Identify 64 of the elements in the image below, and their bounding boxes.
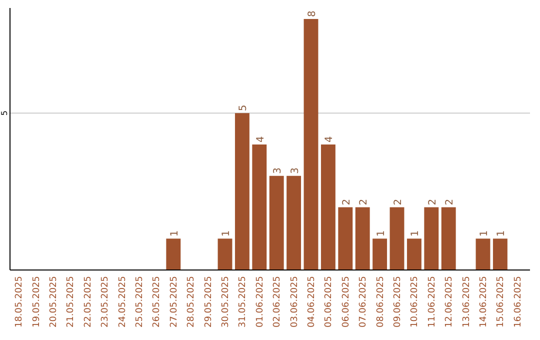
x-tick-label: 26.05.2025 (152, 276, 162, 328)
x-tick-label: 25.05.2025 (135, 276, 145, 328)
data-label: 2 (393, 198, 404, 206)
bar (476, 238, 490, 270)
x-tick-label: 10.06.2025 (410, 276, 420, 328)
bar (304, 18, 318, 270)
bar (338, 207, 353, 270)
x-tick-label: 20.05.2025 (49, 276, 59, 328)
x-tick-label: 23.05.2025 (100, 276, 111, 328)
x-tick-label: 19.05.2025 (32, 276, 42, 328)
x-tick-label: 05.06.2025 (324, 276, 334, 328)
x-tick-label: 11.06.2025 (427, 276, 438, 328)
x-tick-label: 01.06.2025 (255, 276, 266, 328)
data-label: 2 (358, 198, 370, 206)
x-tick-label: 18.05.2025 (14, 276, 25, 328)
x-tick-label: 22.05.2025 (83, 276, 94, 328)
bar (166, 238, 181, 270)
data-label: 5 (238, 104, 250, 112)
data-label: 2 (427, 198, 438, 206)
data-label: 3 (272, 167, 284, 174)
x-tick-label: 13.06.2025 (462, 276, 472, 328)
data-label: 1 (479, 230, 490, 237)
data-label: 2 (444, 198, 456, 206)
x-tick-label: 27.05.2025 (169, 276, 180, 328)
x-tick-label: 29.05.2025 (204, 276, 214, 328)
bar (424, 207, 439, 270)
data-label: 1 (221, 230, 232, 237)
x-tick-label: 07.06.2025 (358, 276, 369, 328)
x-tick-label: 03.06.2025 (290, 276, 300, 328)
bar (252, 144, 267, 270)
x-tick-label: 09.06.2025 (393, 276, 403, 328)
bar (269, 176, 284, 270)
x-tick-label: 15.06.2025 (496, 276, 506, 328)
x-tick-label: 12.06.2025 (444, 276, 455, 328)
x-tick-label: 31.05.2025 (238, 276, 248, 328)
bar (286, 176, 302, 270)
bar (320, 144, 336, 270)
data-label: 4 (255, 136, 266, 142)
bar (372, 238, 388, 270)
data-label: 1 (410, 230, 422, 237)
x-tick-label: 21.05.2025 (66, 276, 76, 328)
bar (234, 113, 250, 270)
data-label: 2 (341, 198, 352, 206)
x-tick-label: 06.06.2025 (341, 276, 352, 328)
data-label: 4 (324, 136, 336, 142)
x-tick-label: 30.05.2025 (221, 276, 231, 328)
data-label: 1 (376, 230, 387, 237)
bar (390, 207, 404, 270)
x-tick-label: 04.06.2025 (307, 276, 317, 328)
bar (492, 238, 508, 270)
x-tick-label: 24.05.2025 (118, 276, 128, 328)
x-tick-label: 14.06.2025 (479, 276, 489, 328)
data-label: 3 (290, 167, 301, 174)
data-label: 1 (169, 230, 180, 237)
bar (218, 238, 232, 270)
data-label: 8 (307, 10, 318, 17)
bar (441, 207, 456, 270)
x-tick-label: 16.06.2025 (513, 276, 524, 328)
x-tick-label: 02.06.2025 (272, 276, 283, 328)
bar (355, 207, 370, 270)
bar (406, 238, 422, 270)
x-tick-label: 28.05.2025 (186, 276, 197, 328)
data-label: 1 (496, 230, 508, 237)
x-tick-label: 08.06.2025 (376, 276, 386, 328)
